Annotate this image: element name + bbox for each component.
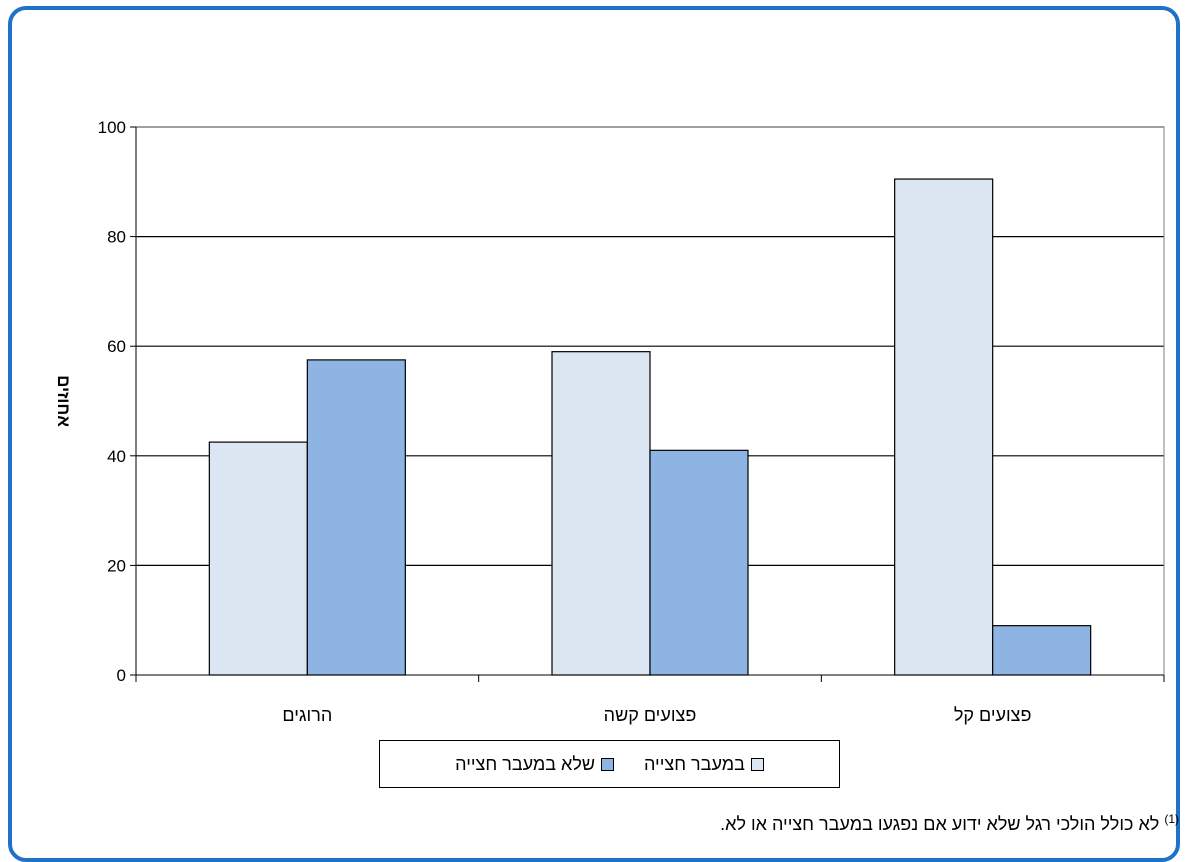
y-tick-label-20: 20 bbox=[107, 556, 126, 575]
x-tick-label-1: פצועים קשה bbox=[604, 705, 697, 725]
bar-2-1 bbox=[992, 625, 1092, 676]
y-tick-label-40: 40 bbox=[107, 447, 126, 466]
legend-swatch-crosswalk bbox=[750, 757, 764, 771]
y-tick-label-0: 0 bbox=[117, 666, 126, 685]
bar-1-0 bbox=[551, 351, 651, 676]
legend-item-crosswalk: במעבר חצייה bbox=[644, 754, 764, 775]
bar-0-0 bbox=[208, 441, 308, 676]
bar-1-1 bbox=[649, 449, 749, 676]
legend-label-crosswalk: במעבר חצייה bbox=[644, 753, 745, 774]
x-tick-label-2: פצועים קל bbox=[954, 705, 1032, 725]
bar-0-1 bbox=[306, 359, 406, 676]
footnote: (1) לא כולל הולכי רגל שלא ידוע אם נפגעו … bbox=[720, 812, 1179, 835]
legend: במעבר חצייה שלא במעבר חצייה bbox=[379, 740, 840, 788]
footnote-text: לא כולל הולכי רגל שלא ידוע אם נפגעו במעב… bbox=[720, 814, 1160, 834]
footnote-marker: (1) bbox=[1164, 812, 1179, 826]
y-tick-label-60: 60 bbox=[107, 337, 126, 356]
y-axis-label: אחוזים bbox=[54, 375, 73, 427]
axes bbox=[130, 126, 1165, 682]
legend-swatch-not-crosswalk bbox=[601, 757, 614, 771]
bar-2-0 bbox=[894, 178, 994, 676]
bars bbox=[208, 178, 1092, 676]
x-tick-label-0: הרוגים bbox=[282, 705, 332, 725]
legend-item-not-crosswalk: שלא במעבר חצייה bbox=[455, 754, 614, 775]
legend-label-not-crosswalk: שלא במעבר חצייה bbox=[455, 753, 595, 774]
tick-labels: 0 20 40 60 80 100 הרוגים פצועים קשה פצועים קל bbox=[98, 118, 1032, 725]
y-tick-label-100: 100 bbox=[98, 118, 126, 137]
y-tick-label-80: 80 bbox=[107, 228, 126, 247]
